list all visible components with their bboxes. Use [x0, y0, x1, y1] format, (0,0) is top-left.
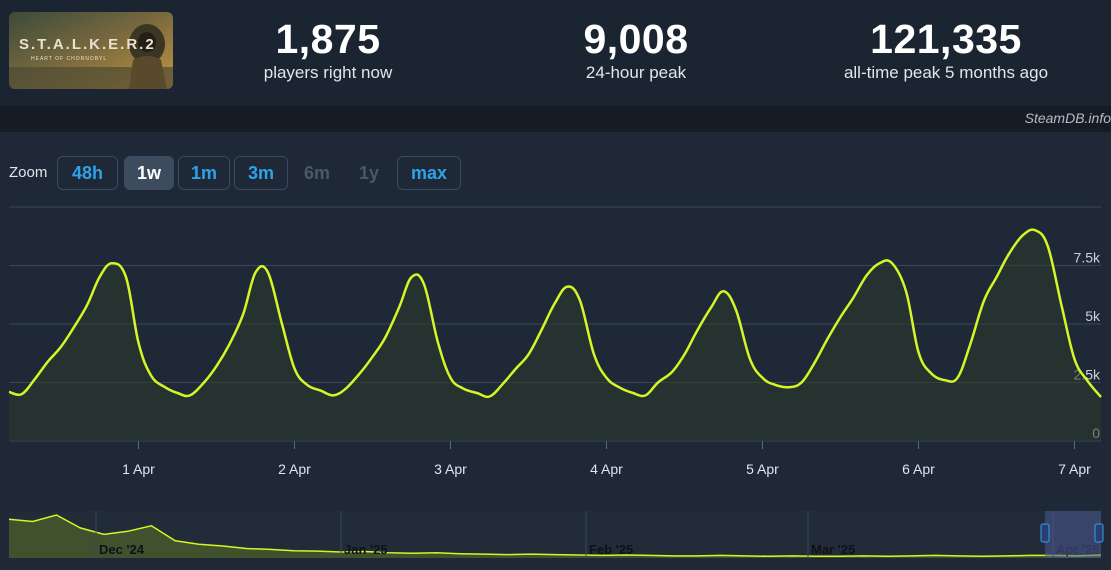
- zoom-1y-button: 1y: [344, 156, 394, 190]
- zoom-1m-button[interactable]: 1m: [178, 156, 230, 190]
- navigator-selection[interactable]: [1045, 511, 1101, 558]
- x-tick-label: 4 Apr: [590, 461, 623, 477]
- zoom-3m-button[interactable]: 3m: [234, 156, 288, 190]
- navigator-tick-label: Jan '25: [344, 542, 388, 557]
- navigator-area: [9, 515, 1101, 558]
- x-tick-label: 5 Apr: [746, 461, 779, 477]
- navigator-tick-label: Dec '24: [99, 542, 145, 557]
- game-capsule-image[interactable]: S.T.A.L.K.E.R.2 HEART OF CHORNOBYL: [9, 12, 173, 89]
- game-logo-icon: S.T.A.L.K.E.R.2 HEART OF CHORNOBYL: [9, 12, 173, 89]
- navigator-handle[interactable]: [1040, 523, 1050, 543]
- day-peak-value: 9,008: [583, 16, 689, 62]
- all-time-peak-label: all-time peak 5 months ago: [843, 63, 1049, 82]
- header: [0, 0, 1111, 106]
- y-tick-label: 5k: [1085, 308, 1101, 324]
- x-tick-label: 6 Apr: [902, 461, 935, 477]
- x-tick-label: 1 Apr: [122, 461, 155, 477]
- current-players-label: players right now: [263, 63, 393, 82]
- x-tick-label: 7 Apr: [1058, 461, 1091, 477]
- navigator-handle[interactable]: [1094, 523, 1104, 543]
- chart-top-bar: [0, 106, 1111, 132]
- navigator-line: [8, 514, 1102, 558]
- zoom-label: Zoom: [9, 164, 48, 181]
- all-time-peak-stat: 121,335 all-time peak 5 months ago: [826, 16, 1066, 83]
- steamdb-credit[interactable]: SteamDB.info: [1024, 110, 1111, 126]
- day-peak-stat: 9,008 24-hour peak: [556, 16, 716, 83]
- svg-text:S.T.A.L.K.E.R.2: S.T.A.L.K.E.R.2: [19, 36, 156, 53]
- zoom-max-button[interactable]: max: [397, 156, 461, 190]
- svg-text:HEART OF CHORNOBYL: HEART OF CHORNOBYL: [31, 56, 107, 62]
- all-time-peak-value: 121,335: [870, 16, 1022, 62]
- current-players-stat: 1,875 players right now: [248, 16, 408, 83]
- series-line: [8, 228, 1102, 399]
- y-tick-label: 7.5k: [1074, 250, 1101, 266]
- zoom-48h-button[interactable]: 48h: [57, 156, 118, 190]
- x-tick-label: 3 Apr: [434, 461, 467, 477]
- navigator-tick-label: Feb '25: [589, 542, 633, 557]
- current-players-value: 1,875: [275, 16, 381, 62]
- day-peak-label: 24-hour peak: [585, 63, 687, 82]
- navigator-tick-label: Mar '25: [811, 542, 855, 557]
- series-area: [9, 229, 1101, 441]
- x-tick-label: 2 Apr: [278, 461, 311, 477]
- x-axis-ticks: 1 Apr 2 Apr 3 Apr 4 Apr 5 Apr 6 Apr 7 Apr: [122, 441, 1091, 477]
- zoom-1w-button[interactable]: 1w: [124, 156, 174, 190]
- zoom-6m-button: 6m: [292, 156, 342, 190]
